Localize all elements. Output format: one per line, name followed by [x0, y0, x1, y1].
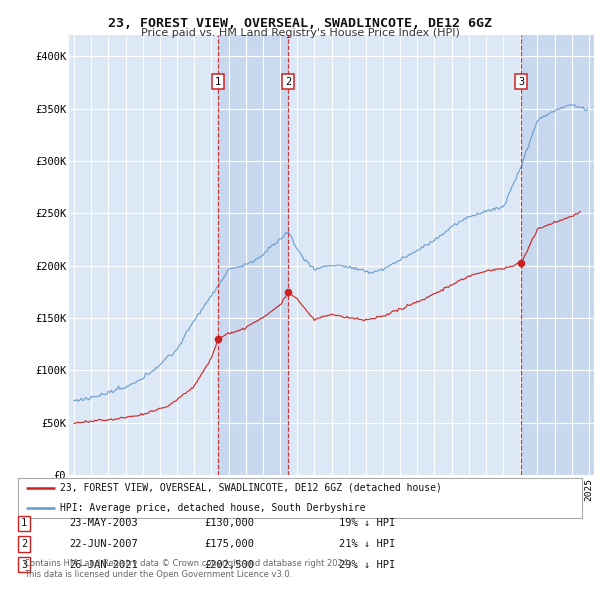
Text: 22-JUN-2007: 22-JUN-2007	[69, 539, 138, 549]
Text: 1: 1	[215, 77, 221, 87]
Bar	[521, 35, 594, 475]
Text: £175,000: £175,000	[204, 539, 254, 549]
Text: 3: 3	[21, 560, 27, 569]
Text: 2: 2	[21, 539, 27, 549]
Text: 23, FOREST VIEW, OVERSEAL, SWADLINCOTE, DE12 6GZ (detached house): 23, FOREST VIEW, OVERSEAL, SWADLINCOTE, …	[60, 483, 442, 493]
Bar	[218, 35, 288, 475]
Text: Contains HM Land Registry data © Crown copyright and database right 2024.
This d: Contains HM Land Registry data © Crown c…	[24, 559, 350, 579]
Text: 23-MAY-2003: 23-MAY-2003	[69, 519, 138, 528]
Text: £202,500: £202,500	[204, 560, 254, 569]
Text: 19% ↓ HPI: 19% ↓ HPI	[339, 519, 395, 528]
Text: 29% ↓ HPI: 29% ↓ HPI	[339, 560, 395, 569]
Text: £130,000: £130,000	[204, 519, 254, 528]
Text: 21% ↓ HPI: 21% ↓ HPI	[339, 539, 395, 549]
Text: 23, FOREST VIEW, OVERSEAL, SWADLINCOTE, DE12 6GZ: 23, FOREST VIEW, OVERSEAL, SWADLINCOTE, …	[108, 17, 492, 30]
Text: 3: 3	[518, 77, 524, 87]
Text: 2: 2	[285, 77, 291, 87]
Text: Price paid vs. HM Land Registry's House Price Index (HPI): Price paid vs. HM Land Registry's House …	[140, 28, 460, 38]
Text: 1: 1	[21, 519, 27, 528]
Text: HPI: Average price, detached house, South Derbyshire: HPI: Average price, detached house, Sout…	[60, 503, 366, 513]
Text: 26-JAN-2021: 26-JAN-2021	[69, 560, 138, 569]
